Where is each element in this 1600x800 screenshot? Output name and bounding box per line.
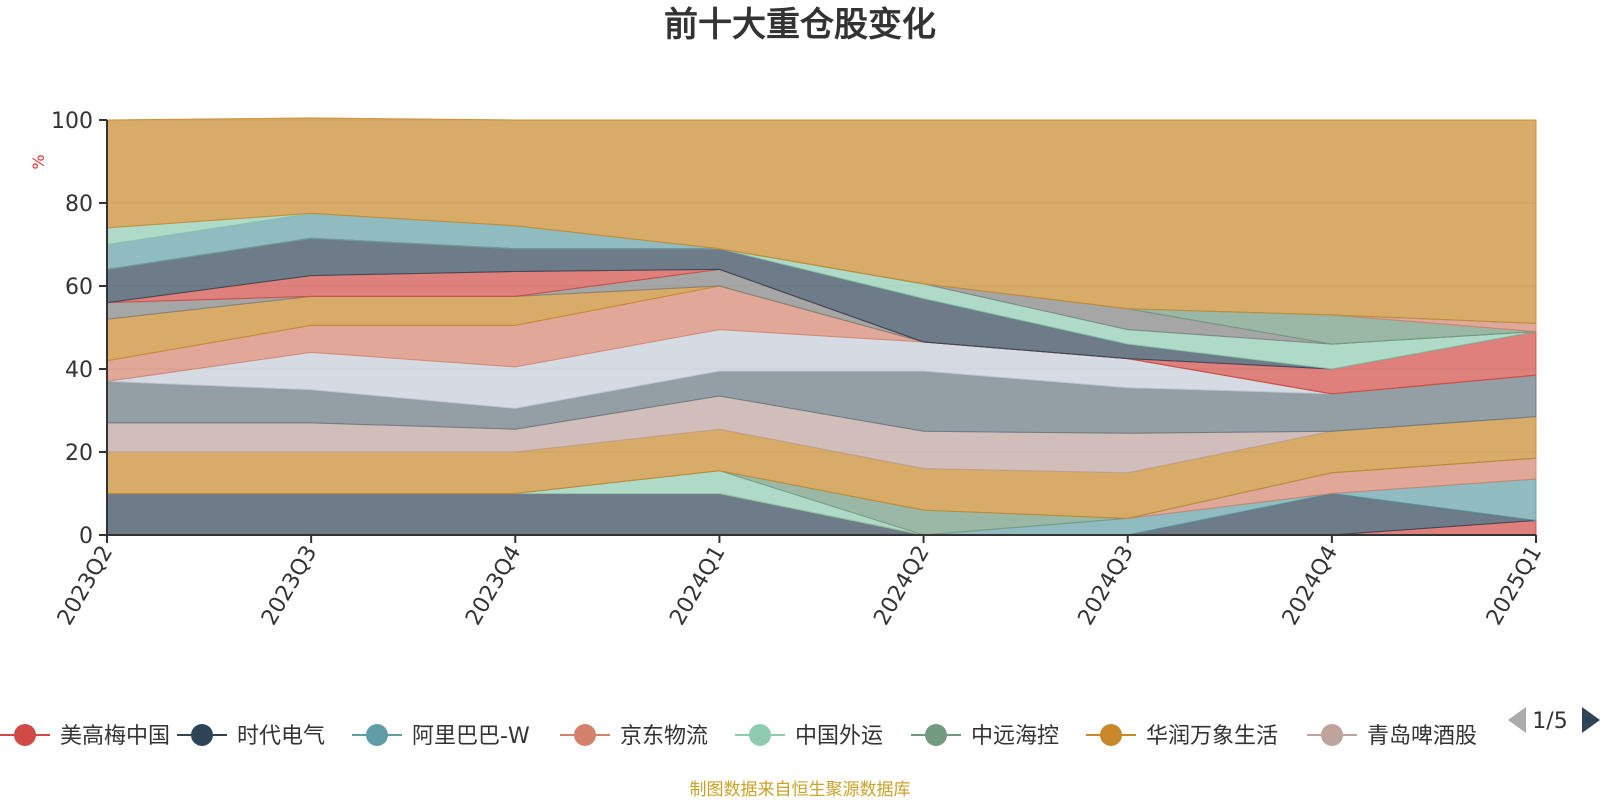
legend-label: 时代电气 — [237, 724, 325, 749]
x-tick-label: 2024Q2 — [869, 542, 934, 630]
stacked-areas — [106, 117, 1537, 536]
legend-label: 中远海控 — [971, 724, 1059, 749]
legend-item[interactable]: 青岛啤酒股份 — [1307, 724, 1499, 749]
legend-item[interactable]: 中远海控 — [911, 724, 1059, 749]
legend-circle-marker — [749, 724, 771, 746]
legend-item[interactable]: 华润万象生活 — [1086, 724, 1278, 749]
legend-circle-marker — [1321, 724, 1343, 746]
data-source-note: 制图数据来自恒生聚源数据库 — [690, 780, 911, 800]
y-tick-label: 80 — [65, 192, 93, 217]
legend-item[interactable]: 阿里巴巴-W — [352, 724, 530, 749]
x-tick-label: 2025Q1 — [1482, 542, 1547, 630]
triangle-left-icon[interactable] — [1508, 707, 1526, 733]
legend-item[interactable]: 时代电气 — [177, 724, 325, 749]
legend-label: 美高梅中国 — [60, 724, 170, 749]
y-axis-unit: % — [29, 154, 48, 169]
legend-circle-marker — [574, 724, 596, 746]
x-tick-label: 2023Q2 — [53, 542, 118, 630]
legend-circle-marker — [14, 724, 36, 746]
series-area[interactable] — [106, 117, 1537, 324]
x-tick-label: 2024Q1 — [665, 542, 730, 630]
legend-item[interactable]: 京东物流 — [560, 724, 708, 749]
legend-page-indicator: 1/5 — [1532, 709, 1567, 734]
legend[interactable]: 美高梅中国 时代电气 阿里巴巴-W 京东物流 中国外运 中远海控 华润万象生活 青岛啤酒股份 — [0, 724, 1499, 749]
x-tick-label: 2023Q4 — [461, 542, 526, 630]
legend-circle-marker — [191, 724, 213, 746]
legend-label: 京东物流 — [620, 724, 708, 749]
legend-label: 华润万象生活 — [1146, 724, 1278, 749]
chart-title: 前十大重仓股变化 — [664, 5, 936, 45]
y-tick-label: 100 — [51, 109, 93, 134]
legend-circle-marker — [925, 724, 947, 746]
y-tick-label: 20 — [65, 441, 93, 466]
legend-item[interactable]: 中国外运 — [735, 724, 883, 749]
legend-circle-marker — [366, 724, 388, 746]
y-tick-label: 40 — [65, 358, 93, 383]
legend-item[interactable]: 美高梅中国 — [0, 724, 170, 749]
legend-circle-marker — [1100, 724, 1122, 746]
y-tick-label: 60 — [65, 275, 93, 300]
y-tick-label: 0 — [79, 524, 93, 549]
legend-label: 阿里巴巴-W — [412, 724, 530, 749]
x-tick-label: 2024Q4 — [1278, 542, 1343, 630]
legend-label: 青岛啤酒股份 — [1367, 724, 1499, 749]
x-tick-label: 2023Q3 — [257, 542, 322, 630]
legend-pager: 1/5 — [1508, 707, 1600, 734]
x-tick-label: 2024Q3 — [1074, 542, 1139, 630]
triangle-right-icon[interactable] — [1582, 707, 1600, 733]
legend-label: 中国外运 — [795, 724, 883, 749]
